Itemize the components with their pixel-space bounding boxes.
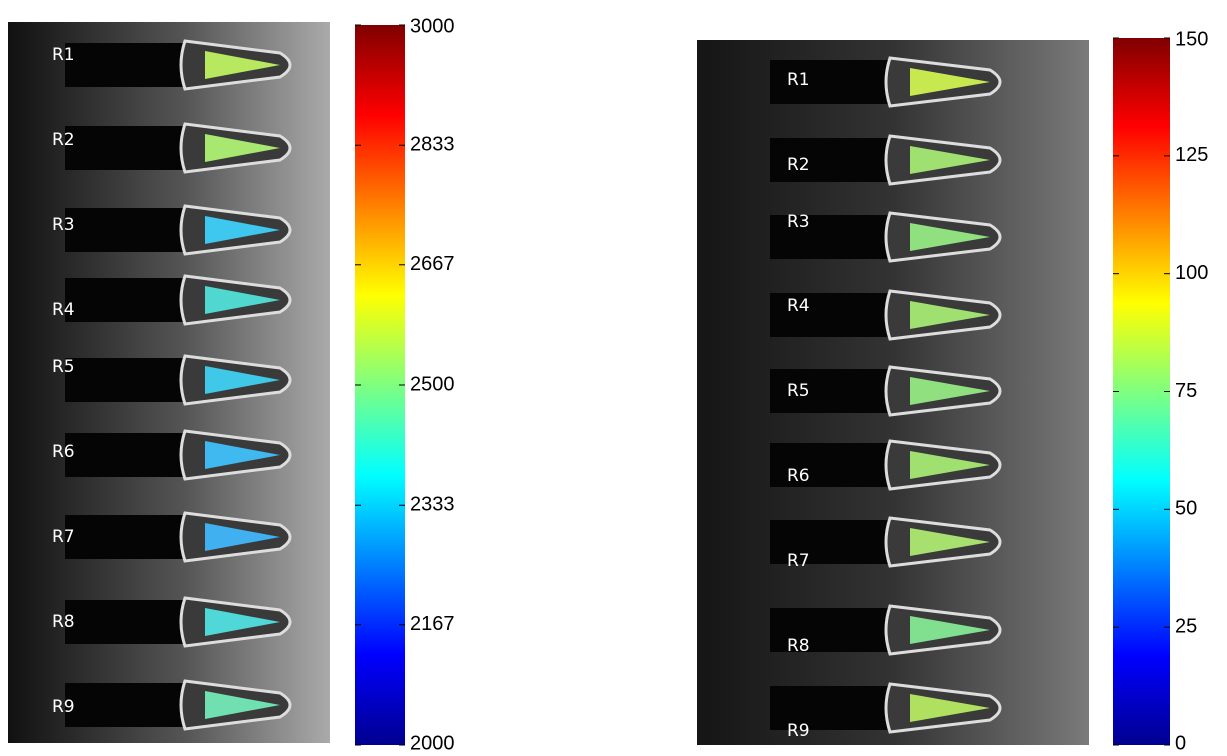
tick-label: 0 bbox=[1175, 732, 1186, 754]
tick-label: 150 bbox=[1175, 28, 1208, 50]
tube-shadow bbox=[65, 600, 190, 644]
tick-label: 2000 bbox=[410, 732, 455, 754]
tube-shadow bbox=[65, 515, 190, 559]
tick-label: 100 bbox=[1175, 262, 1208, 284]
row-label: R6 bbox=[787, 466, 810, 486]
row-label: R1 bbox=[787, 70, 810, 90]
row-label: R3 bbox=[787, 212, 810, 232]
row-label: R8 bbox=[52, 612, 75, 632]
tick-label: 2667 bbox=[410, 253, 455, 275]
tick-label: 75 bbox=[1175, 380, 1197, 402]
row-label: R6 bbox=[52, 442, 75, 462]
row-label: R7 bbox=[787, 551, 810, 571]
tick-label: 3000 bbox=[410, 15, 455, 37]
tick-label: 2333 bbox=[410, 494, 455, 516]
tube-shadow bbox=[65, 433, 190, 477]
tube-shadow bbox=[65, 683, 190, 727]
row-label: R1 bbox=[52, 45, 75, 65]
row-label: R5 bbox=[52, 357, 75, 377]
row-label: R2 bbox=[52, 130, 75, 150]
row-label: R7 bbox=[52, 527, 75, 547]
tick-label: 2500 bbox=[410, 373, 455, 395]
row-label: R4 bbox=[787, 296, 810, 316]
tick-label: 2833 bbox=[410, 134, 455, 156]
tube-shadow bbox=[65, 126, 190, 170]
tick-label: 125 bbox=[1175, 144, 1208, 166]
row-label: R3 bbox=[52, 215, 75, 235]
colorbar bbox=[355, 25, 405, 745]
tick-label: 2167 bbox=[410, 613, 455, 635]
row-label: R2 bbox=[787, 155, 810, 175]
tick-label: 25 bbox=[1175, 615, 1197, 637]
tick-label: 50 bbox=[1175, 498, 1197, 520]
row-label: R8 bbox=[787, 636, 810, 656]
row-label: R9 bbox=[52, 697, 75, 717]
row-label: R5 bbox=[787, 381, 810, 401]
tube-shadow bbox=[65, 208, 190, 252]
tube-shadow bbox=[65, 278, 190, 322]
colorbar bbox=[1113, 38, 1170, 745]
row-label: R9 bbox=[787, 721, 810, 741]
tube-shadow bbox=[65, 43, 190, 87]
figure: R1 R2 R3 R4 R5 R6 R7 R8 R9 3000 2833 2667 2500 2333 21… bbox=[0, 0, 1227, 756]
tube-shadow bbox=[65, 358, 190, 402]
row-label: R4 bbox=[52, 300, 75, 320]
